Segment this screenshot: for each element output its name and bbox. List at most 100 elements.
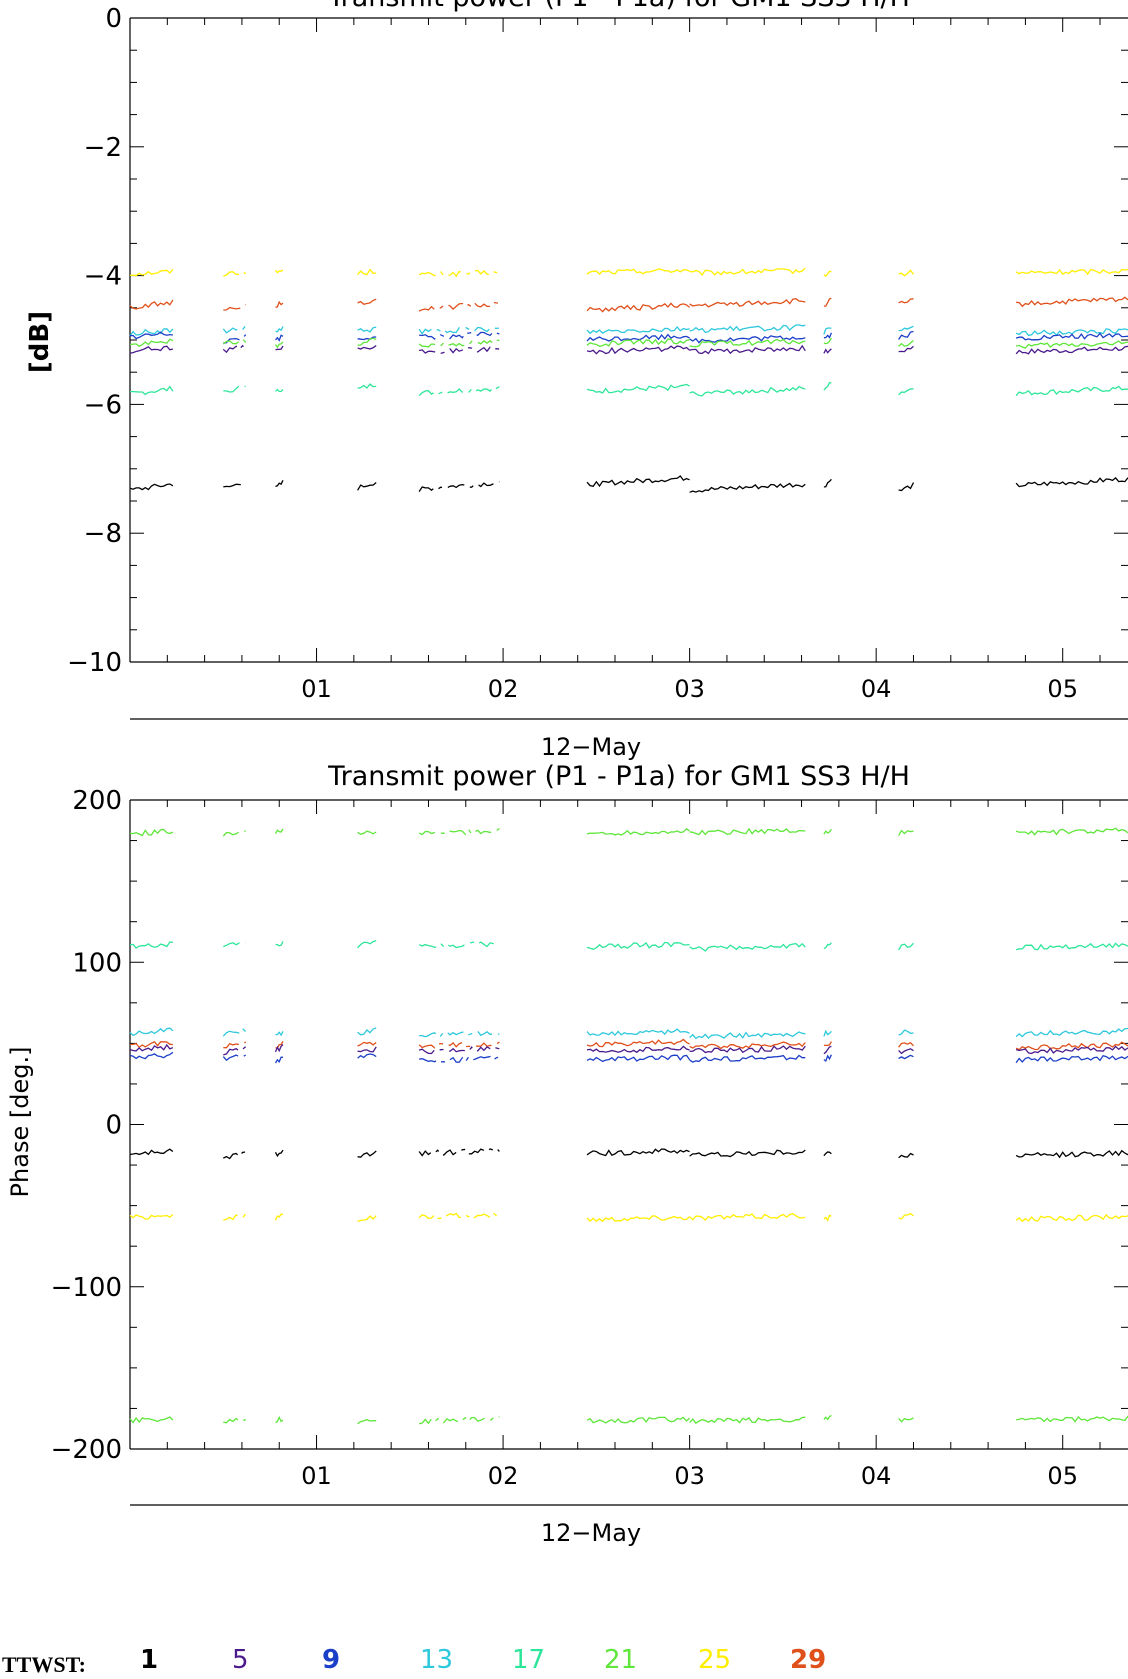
series-21-segment bbox=[274, 828, 284, 834]
legend-item-9: 9 bbox=[322, 1645, 341, 1675]
series-25-segment bbox=[1015, 268, 1128, 276]
series-9-segment bbox=[586, 333, 690, 342]
series-29-segment bbox=[898, 298, 914, 304]
series-17-segment bbox=[1015, 385, 1128, 397]
series-21-segment bbox=[418, 339, 500, 348]
series-1-segment bbox=[823, 1151, 832, 1157]
series-9-segment bbox=[419, 1055, 500, 1064]
series-21-segment bbox=[689, 1416, 806, 1425]
series-25-segment bbox=[586, 268, 690, 276]
series-21-segment bbox=[357, 337, 377, 346]
series-9-segment bbox=[586, 1054, 691, 1063]
series-25-segment bbox=[274, 1213, 284, 1221]
series-9-segment bbox=[823, 1054, 832, 1063]
series-1-segment bbox=[223, 1151, 246, 1160]
x-tick-label: 04 bbox=[861, 1462, 892, 1490]
series-17-segment bbox=[275, 941, 284, 947]
series-1-segment bbox=[1015, 1149, 1128, 1159]
series-21-segment bbox=[898, 829, 914, 836]
series-9 bbox=[129, 330, 1128, 344]
series-17-segment bbox=[418, 941, 500, 949]
series-25-segment bbox=[357, 268, 377, 276]
series-17-segment bbox=[689, 385, 806, 397]
series-17-segment bbox=[586, 383, 690, 394]
series-21-segment bbox=[275, 1415, 284, 1424]
series-29-segment bbox=[898, 1041, 914, 1048]
series-13-segment bbox=[419, 1030, 500, 1038]
series-5-segment bbox=[275, 345, 284, 351]
series-29-segment bbox=[689, 1041, 806, 1050]
series-17 bbox=[129, 939, 1128, 952]
series-17-segment bbox=[357, 939, 377, 949]
series-21-segment bbox=[823, 828, 832, 835]
series-1-segment bbox=[586, 1148, 690, 1157]
x-tick-label: 01 bbox=[301, 1462, 332, 1490]
series-25-segment bbox=[689, 267, 806, 276]
series-25-segment bbox=[223, 1213, 247, 1221]
series-25-segment bbox=[274, 269, 284, 274]
series-21-segment bbox=[586, 338, 690, 347]
series-29-segment bbox=[275, 1041, 284, 1049]
series-13-segment bbox=[357, 1027, 377, 1036]
x-tick-label: 05 bbox=[1047, 1462, 1078, 1490]
series-13-segment bbox=[357, 326, 377, 333]
series-5-segment bbox=[823, 348, 832, 354]
series-17-segment bbox=[823, 381, 832, 391]
y-tick-label: 0 bbox=[105, 1111, 122, 1141]
series-1-segment bbox=[357, 482, 377, 491]
x-tick-label: 01 bbox=[301, 675, 332, 703]
series-13-segment bbox=[129, 1027, 174, 1037]
series-17-segment bbox=[898, 388, 914, 396]
series-13 bbox=[129, 324, 1128, 337]
series-21-segment bbox=[129, 828, 174, 837]
series-21-segment bbox=[222, 337, 247, 345]
series-1 bbox=[129, 475, 1128, 493]
series-13-segment bbox=[898, 325, 914, 332]
x-tick-label: 04 bbox=[861, 675, 892, 703]
series-13-segment bbox=[275, 326, 284, 333]
series-5-segment bbox=[129, 1043, 174, 1052]
series-5-segment bbox=[357, 344, 377, 350]
series-25-segment bbox=[898, 1212, 914, 1220]
series-29-segment bbox=[275, 300, 284, 308]
series-5-segment bbox=[357, 1046, 377, 1053]
series-1-segment bbox=[357, 1150, 377, 1158]
series-17-segment bbox=[130, 385, 174, 396]
y-tick-label: −100 bbox=[51, 1273, 122, 1303]
series-17-segment bbox=[418, 386, 500, 397]
x-tick-label: 05 bbox=[1047, 675, 1078, 703]
legend-item-21: 21 bbox=[604, 1645, 638, 1675]
series-29-segment bbox=[689, 298, 806, 308]
chart-title: Transmit power (P1 - P1a) for GM1 SS3 H/… bbox=[327, 761, 910, 792]
series-13-segment bbox=[689, 1031, 806, 1040]
series-9-segment bbox=[357, 336, 377, 341]
x-tick-label: 03 bbox=[674, 1462, 705, 1490]
series-21-segment bbox=[823, 1414, 832, 1421]
series-1-segment bbox=[898, 1152, 914, 1159]
series-21-segment bbox=[898, 1417, 914, 1423]
series-29-segment bbox=[586, 1038, 690, 1048]
y-axis-label: [dB] bbox=[25, 311, 55, 373]
series-17-segment bbox=[1015, 942, 1128, 951]
series-5-segment bbox=[898, 345, 914, 353]
legend-item-1: 1 bbox=[140, 1645, 159, 1675]
series-29-segment bbox=[223, 303, 247, 311]
legend-label: TTWST: bbox=[2, 1652, 86, 1677]
series-17-segment bbox=[129, 941, 173, 949]
series-25-segment bbox=[689, 1212, 806, 1222]
chart-panel-2: Transmit power (P1 - P1a) for GM1 SS3 H/… bbox=[6, 761, 1128, 1547]
series-21-segment bbox=[223, 1417, 246, 1424]
series-13-segment bbox=[823, 327, 832, 335]
series-9-segment bbox=[275, 334, 284, 342]
series-21-segment bbox=[418, 1416, 500, 1425]
series-29-segment bbox=[418, 301, 500, 312]
series-21-segment bbox=[129, 1416, 174, 1424]
series-5-segment bbox=[823, 1045, 832, 1055]
chart-title: Transmit power (P1 - P1a) for GM1 SS3 H/… bbox=[327, 0, 910, 13]
x-tick-label: 02 bbox=[488, 675, 519, 703]
series-21-segment bbox=[898, 340, 914, 347]
series-25 bbox=[129, 1211, 1128, 1223]
series-21-segment bbox=[222, 829, 246, 837]
series-29-segment bbox=[1015, 1041, 1128, 1051]
